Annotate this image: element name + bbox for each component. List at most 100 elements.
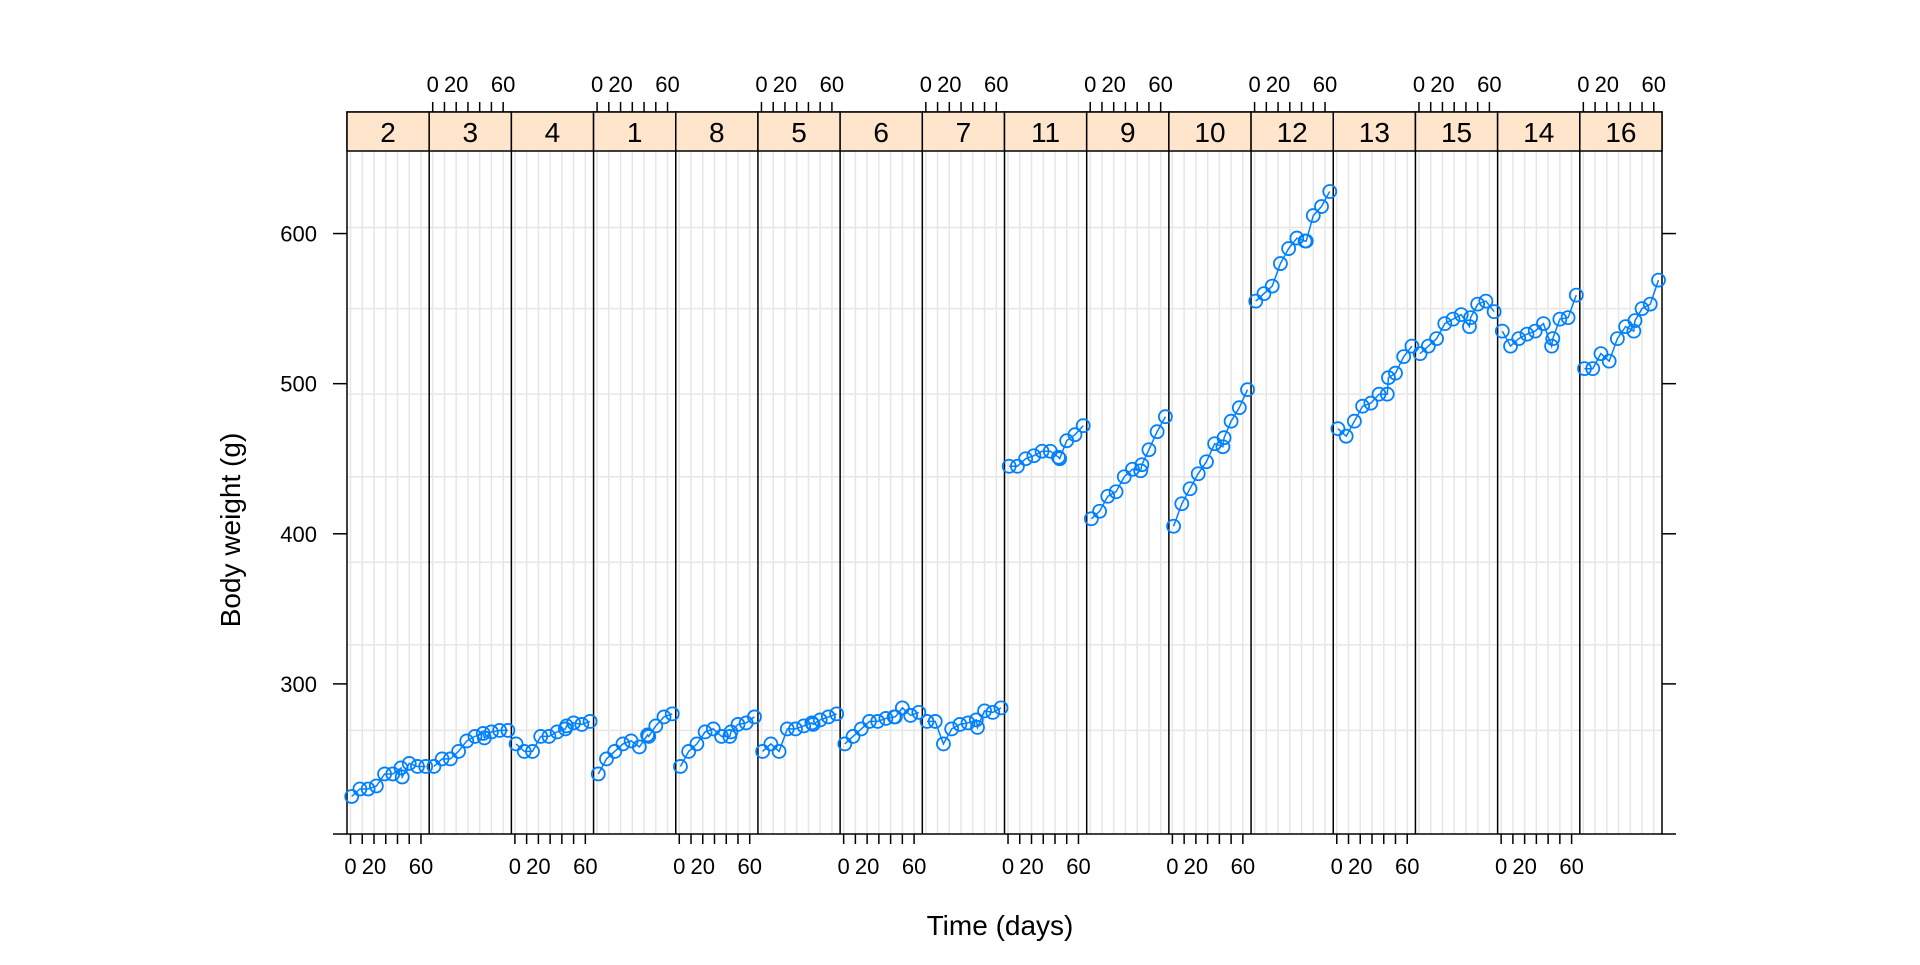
data-point <box>1437 316 1453 332</box>
panel-series-5 <box>755 706 845 759</box>
strip-4 <box>510 111 595 152</box>
data-point <box>1305 208 1321 223</box>
data-point <box>1248 293 1264 309</box>
series-line <box>515 720 591 753</box>
panel-series-16 <box>1577 272 1666 377</box>
data-point <box>1289 230 1305 246</box>
data-point <box>541 729 557 744</box>
x-tick-label: 0 <box>838 854 850 879</box>
data-point <box>368 778 384 794</box>
x-tick-label: 60 <box>573 854 597 879</box>
data-point <box>673 759 688 774</box>
data-point <box>1190 466 1206 482</box>
x-tick-label: 60 <box>1395 854 1419 879</box>
x-tick-label: 60 <box>655 72 679 97</box>
data-point <box>705 721 721 737</box>
x-axis-title: Time (days) <box>927 910 1074 941</box>
data-point <box>952 717 968 732</box>
data-point <box>1511 331 1527 347</box>
data-point <box>1125 461 1140 477</box>
x-tick-label: 0 <box>344 854 356 879</box>
data-point <box>771 744 787 759</box>
axes-layer: 0 20 600 20 600 20 600 20 600 20 600 20 600 20 600 20 60… <box>280 72 1676 879</box>
data-point <box>1256 286 1272 302</box>
x-tick-label: 0 <box>1248 72 1260 97</box>
strip-label-5: 5 <box>791 117 807 148</box>
x-tick-label: 20 <box>1430 72 1454 97</box>
data-point <box>1519 326 1535 342</box>
strip-label-9: 9 <box>1120 117 1136 148</box>
strip-label-2: 2 <box>380 117 396 148</box>
x-tick-label: 0 <box>920 72 932 97</box>
x-tick-label: 20 <box>855 854 879 879</box>
strip-label-16: 16 <box>1605 117 1636 148</box>
data-point <box>1609 331 1625 347</box>
data-point <box>1593 346 1609 362</box>
x-tick-label: 0 <box>509 854 521 879</box>
data-point <box>1034 443 1050 459</box>
strip-label-3: 3 <box>462 117 478 148</box>
x-tick-label: 0 <box>1331 854 1343 879</box>
data-point <box>1273 256 1288 271</box>
x-tick-label: 20 <box>937 72 961 97</box>
panel-series-10 <box>1166 382 1255 534</box>
data-point <box>500 723 516 738</box>
panel-strips: 2 3 4 1 8 5 6 7 11 9 10 12 13 15 14 16 <box>346 111 1663 152</box>
x-tick-label: 20 <box>1595 72 1619 97</box>
strip-label-7: 7 <box>956 117 972 148</box>
panel-series-9 <box>1083 409 1173 527</box>
panel-series-3 <box>426 723 516 774</box>
data-point <box>796 718 812 734</box>
data-point <box>1445 311 1461 327</box>
strip-8 <box>675 111 759 152</box>
data-point <box>442 751 458 767</box>
data-point <box>656 709 672 725</box>
data-point <box>1494 323 1510 339</box>
data-point <box>1601 353 1617 369</box>
series-line <box>679 716 755 767</box>
data-point <box>664 706 680 722</box>
data-point <box>1651 272 1666 288</box>
strip-label-15: 15 <box>1441 117 1472 148</box>
data-point <box>1322 184 1338 199</box>
data-point <box>1174 496 1190 512</box>
data-point <box>1568 287 1584 303</box>
x-tick-label: 60 <box>1313 72 1337 97</box>
strip-1 <box>592 111 677 152</box>
strip-2 <box>346 111 430 152</box>
data-point <box>1075 418 1091 434</box>
data-point <box>401 756 417 771</box>
data-point <box>903 708 918 723</box>
data-point <box>434 751 450 767</box>
series-line <box>597 713 673 775</box>
data-point <box>1642 296 1658 312</box>
data-point <box>1216 430 1232 446</box>
x-tick-label: 0 <box>1002 854 1014 879</box>
data-point <box>1470 296 1486 312</box>
data-point <box>829 706 845 722</box>
x-tick-label: 60 <box>1231 854 1255 879</box>
data-point <box>1545 331 1561 347</box>
data-point <box>1420 338 1436 354</box>
data-point <box>525 744 540 759</box>
strip-label-8: 8 <box>709 117 725 148</box>
data-point <box>820 709 836 725</box>
panel-series-15 <box>1412 293 1502 362</box>
data-point <box>853 721 869 737</box>
panel-frames <box>346 111 1663 835</box>
data-point <box>1585 361 1601 377</box>
data-point <box>1010 458 1025 474</box>
x-tick-label: 20 <box>1184 854 1208 879</box>
data-point <box>533 729 549 744</box>
x-tick-label: 0 <box>1577 72 1589 97</box>
data-point <box>1018 451 1034 467</box>
x-tick-label: 20 <box>362 854 386 879</box>
data-point <box>1182 481 1198 497</box>
data-point <box>459 733 475 749</box>
data-point <box>1231 400 1247 416</box>
series-line <box>1501 294 1578 350</box>
data-point <box>418 759 434 774</box>
strip-label-6: 6 <box>873 117 889 148</box>
data-point <box>1388 365 1403 381</box>
